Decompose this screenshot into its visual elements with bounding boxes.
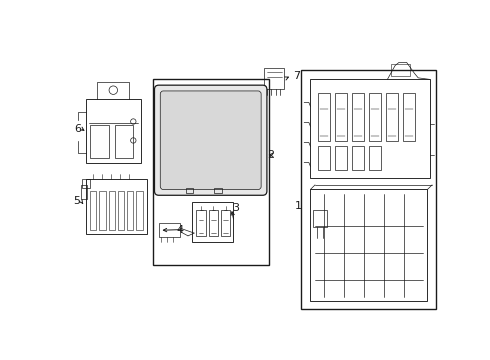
Bar [369,93,381,141]
Bar [209,210,218,237]
Bar [391,64,410,76]
Bar [86,99,141,163]
Bar [90,125,109,158]
Bar [386,93,398,141]
Bar [352,145,365,170]
Bar [335,93,347,141]
Bar [311,80,430,178]
Bar [99,191,105,230]
Bar [192,202,233,242]
Bar [127,191,133,230]
Bar [118,191,124,230]
Bar [352,93,365,141]
Text: 4: 4 [176,225,183,235]
Bar [81,185,87,199]
Bar [153,78,269,265]
Text: 7: 7 [293,71,300,81]
Bar [82,179,90,188]
Bar [86,179,147,234]
Bar [109,191,115,230]
FancyBboxPatch shape [160,91,261,189]
Text: 5: 5 [73,196,80,206]
Bar [318,145,330,170]
Bar [318,93,330,141]
Bar [221,210,230,237]
Bar [311,189,427,301]
Bar [90,191,97,230]
FancyBboxPatch shape [154,85,267,195]
Bar [214,188,222,193]
Bar [186,188,194,193]
Bar [264,68,284,89]
Bar [335,145,347,170]
Text: 3: 3 [232,203,239,213]
Bar [159,223,180,237]
Text: 6: 6 [74,125,81,134]
Bar [136,191,143,230]
Bar [196,210,206,237]
Text: 1: 1 [294,202,301,211]
Bar [115,125,133,158]
Bar [314,210,327,227]
Bar [369,145,381,170]
Bar [301,70,436,309]
Text: 2: 2 [267,150,274,160]
Bar [403,93,415,141]
